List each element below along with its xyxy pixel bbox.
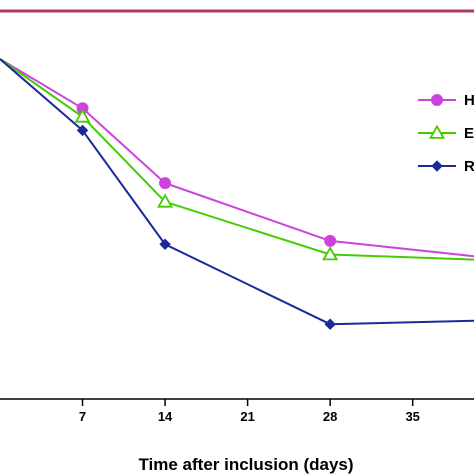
data-point-E — [322, 246, 339, 261]
legend-label-R: R — [464, 158, 474, 175]
x-tick-label: 21 — [240, 409, 254, 424]
data-point-R — [159, 238, 171, 251]
x-tick-label: 28 — [323, 409, 337, 424]
plot-area — [0, 58, 474, 330]
legend-label-E: E — [464, 125, 474, 142]
legend-marker-H — [431, 94, 443, 106]
legend-marker-E — [428, 124, 446, 139]
data-point-R — [76, 124, 89, 137]
data-point-H — [324, 234, 337, 247]
x-tick-label: 7 — [79, 409, 86, 424]
series-line-H — [0, 58, 474, 258]
x-axis-title: Time after inclusion (days) — [138, 455, 353, 474]
data-point-R — [324, 318, 336, 330]
x-axis-ticks: 7 14 21 28 35 — [79, 399, 420, 424]
x-tick-label: 35 — [405, 409, 419, 424]
data-point-H — [159, 177, 172, 190]
legend: HER — [418, 92, 474, 175]
data-point-E — [74, 108, 91, 123]
legend-marker-R — [431, 160, 443, 172]
x-tick-label: 14 — [158, 409, 173, 424]
series-line-E — [0, 58, 474, 261]
legend-label-H: H — [464, 92, 474, 109]
series-line-R — [0, 58, 474, 326]
data-point-E — [157, 193, 174, 208]
